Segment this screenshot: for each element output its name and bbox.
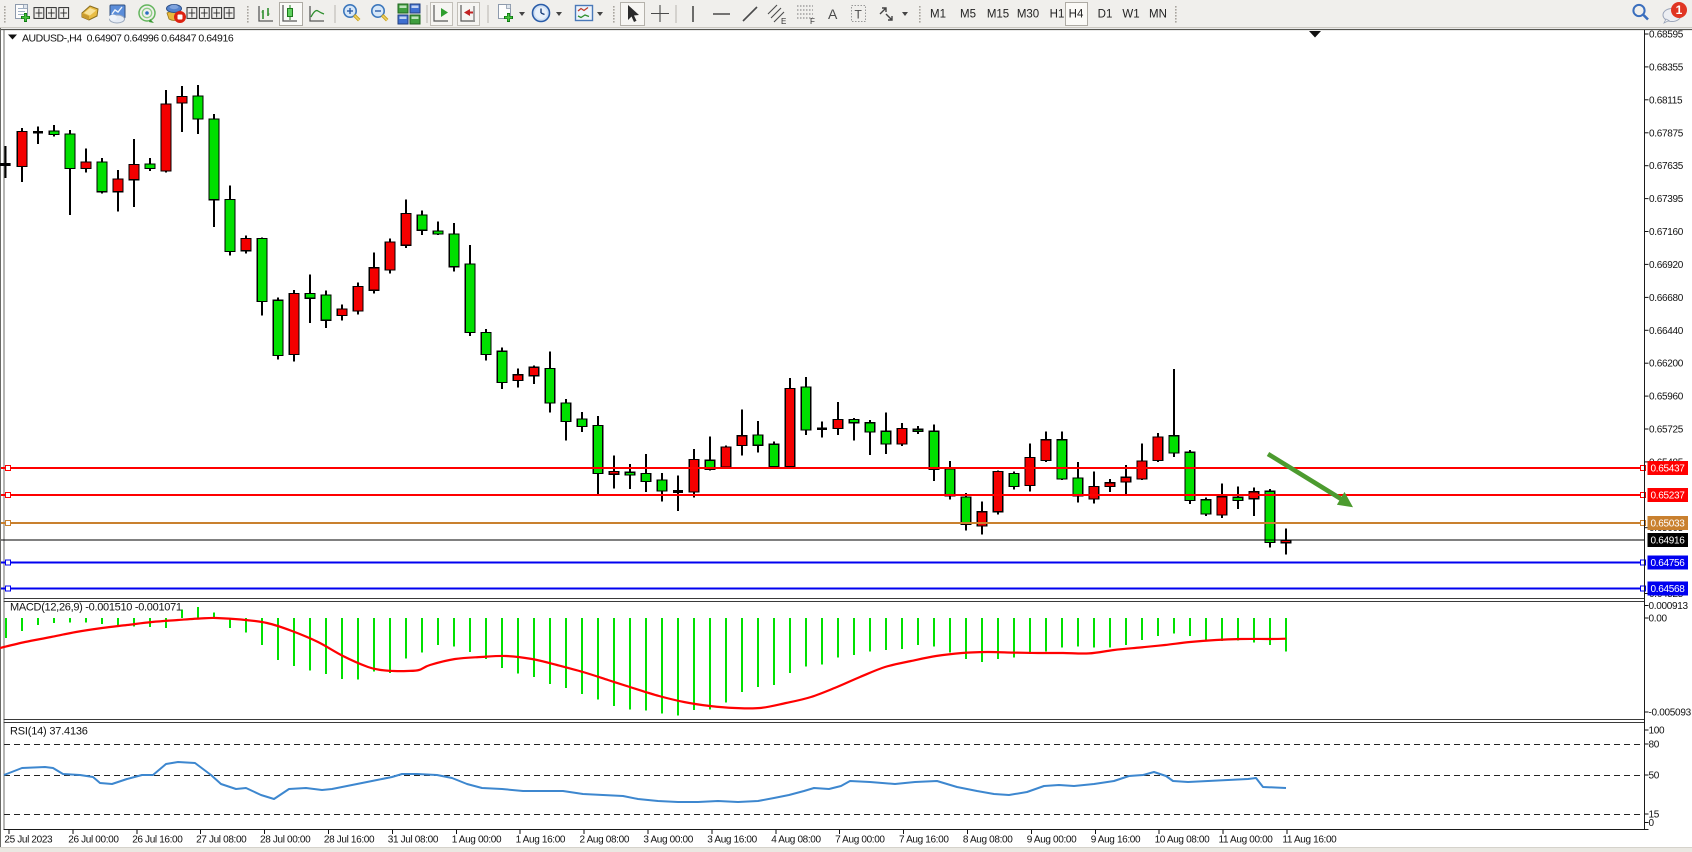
svg-text:W1: W1 [1122,9,1139,21]
svg-text:3 Aug 16:00: 3 Aug 16:00 [707,835,757,846]
svg-text:-0.005093: -0.005093 [1649,708,1692,719]
svg-text:1: 1 [1676,3,1683,17]
svg-text:0.65237: 0.65237 [1651,491,1686,502]
svg-text:1 Aug 00:00: 1 Aug 00:00 [452,835,502,846]
svg-text:RSI(14) 37.4136: RSI(14) 37.4136 [10,726,88,738]
svg-text:31 Jul 08:00: 31 Jul 08:00 [388,835,439,846]
svg-text:A: A [828,6,838,22]
svg-text:0: 0 [1649,818,1655,829]
svg-text:25 Jul 2023: 25 Jul 2023 [4,835,53,846]
svg-text:0.64756: 0.64756 [1651,558,1686,569]
svg-text:M1: M1 [930,9,946,21]
svg-text:0.66440: 0.66440 [1649,326,1684,337]
svg-text:M30: M30 [1017,9,1039,21]
svg-text:7 Aug 16:00: 7 Aug 16:00 [899,835,949,846]
svg-text:0.68595: 0.68595 [1649,30,1684,41]
svg-text:H4: H4 [1069,9,1084,21]
svg-text:100: 100 [1649,726,1666,737]
svg-text:0.68115: 0.68115 [1649,95,1683,106]
svg-text:15: 15 [1649,810,1660,821]
svg-text:T: T [855,8,863,22]
svg-text:AUDUSD-,H4 0.64907 0.64996 0.: AUDUSD-,H4 0.64907 0.64996 0.64847 0.649… [22,33,234,45]
svg-text:11 Aug 16:00: 11 Aug 16:00 [1282,835,1337,846]
svg-text:0.65725: 0.65725 [1649,425,1684,436]
svg-text:11 Aug 00:00: 11 Aug 00:00 [1219,835,1274,846]
svg-text:0.65960: 0.65960 [1649,392,1684,403]
svg-text:0.65033: 0.65033 [1651,519,1686,530]
svg-text:0.000913: 0.000913 [1649,601,1689,612]
svg-text:0.67635: 0.67635 [1649,161,1684,172]
svg-text:0.00: 0.00 [1649,614,1668,625]
svg-text:E: E [781,17,786,26]
svg-text:0.65437: 0.65437 [1651,464,1686,475]
svg-text:0.64916: 0.64916 [1651,536,1686,547]
svg-text:8 Aug 08:00: 8 Aug 08:00 [963,835,1013,846]
svg-text:26 Jul 16:00: 26 Jul 16:00 [132,835,183,846]
svg-text:27 Jul 08:00: 27 Jul 08:00 [196,835,247,846]
svg-text:M15: M15 [987,9,1009,21]
svg-text:9 Aug 00:00: 9 Aug 00:00 [1027,835,1077,846]
svg-text:9 Aug 16:00: 9 Aug 16:00 [1091,835,1141,846]
svg-text:0.66920: 0.66920 [1649,260,1684,271]
svg-text:M5: M5 [960,9,976,21]
svg-text:0.68355: 0.68355 [1649,62,1684,73]
svg-text:H1: H1 [1050,9,1065,21]
svg-text:F: F [810,17,815,26]
svg-text:0.67395: 0.67395 [1649,194,1684,205]
svg-text:28 Jul 00:00: 28 Jul 00:00 [260,835,311,846]
svg-text:0.66680: 0.66680 [1649,293,1684,304]
svg-text:1 Aug 16:00: 1 Aug 16:00 [516,835,566,846]
svg-text:MACD(12,26,9) -0.001510 -0.001: MACD(12,26,9) -0.001510 -0.001071 [10,602,182,614]
svg-text:10 Aug 08:00: 10 Aug 08:00 [1155,835,1211,846]
svg-text:0.66200: 0.66200 [1649,359,1684,370]
svg-text:D1: D1 [1098,9,1113,21]
svg-text:0.64568: 0.64568 [1651,584,1686,595]
svg-text:4 Aug 08:00: 4 Aug 08:00 [771,835,821,846]
svg-text:0.67875: 0.67875 [1649,128,1684,139]
svg-text:2 Aug 08:00: 2 Aug 08:00 [580,835,630,846]
svg-text:50: 50 [1649,771,1660,782]
svg-text:28 Jul 16:00: 28 Jul 16:00 [324,835,375,846]
svg-text:3 Aug 00:00: 3 Aug 00:00 [643,835,693,846]
svg-text:MN: MN [1149,9,1167,21]
svg-text:7 Aug 00:00: 7 Aug 00:00 [835,835,885,846]
svg-text:0.67160: 0.67160 [1649,227,1684,238]
svg-text:80: 80 [1649,740,1660,751]
svg-text:26 Jul 00:00: 26 Jul 00:00 [68,835,119,846]
